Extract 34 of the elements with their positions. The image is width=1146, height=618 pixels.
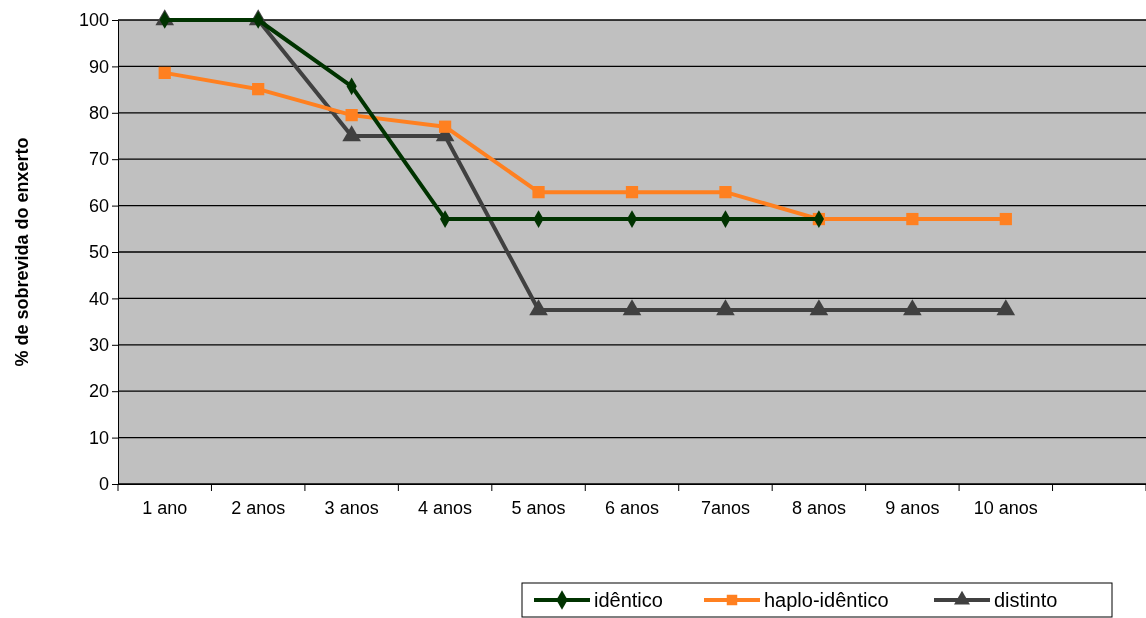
point (999, 212, 1012, 226)
point (158, 66, 171, 80)
y-tick-label: 50 (88, 242, 109, 263)
legend-label: haplo-idêntico (764, 589, 889, 611)
x-tick-label: 10 anos (973, 498, 1038, 518)
point (532, 186, 545, 199)
y-tick-label: 90 (88, 56, 109, 77)
y-tick-label: 40 (88, 288, 109, 309)
x-tick-label: 3 anos (324, 498, 379, 518)
y-tick-label: 30 (88, 335, 109, 356)
y-tick-label: 20 (88, 381, 109, 402)
point (252, 83, 265, 96)
point (906, 212, 919, 226)
y-axis-title: % de sobrevida do enxerto (12, 137, 32, 367)
legend-label: distinto (994, 589, 1058, 611)
x-tick-label: 9 anos (885, 498, 940, 518)
y-tick-label: 60 (88, 195, 109, 216)
y-tick-label: 80 (88, 103, 109, 124)
x-tick-label: 5 anos (511, 498, 566, 518)
point (345, 109, 358, 122)
y-tick-label: 10 (88, 427, 109, 448)
x-tick-label: 4 anos (418, 498, 473, 518)
x-tick-label: 6 anos (604, 498, 660, 518)
legend-label: idêntico (594, 589, 663, 611)
y-tick-label: 0 (98, 474, 109, 495)
point (625, 186, 639, 199)
x-tick-label: 2 anos (231, 498, 286, 518)
y-tick-label: 100 (78, 10, 109, 31)
x-tick-label: 7anos (700, 498, 750, 518)
y-tick-label: 70 (88, 149, 109, 170)
x-tick-label: 8 anos (791, 498, 846, 518)
point (719, 186, 732, 199)
point (438, 120, 452, 133)
x-tick-label: 1 ano (142, 498, 188, 518)
